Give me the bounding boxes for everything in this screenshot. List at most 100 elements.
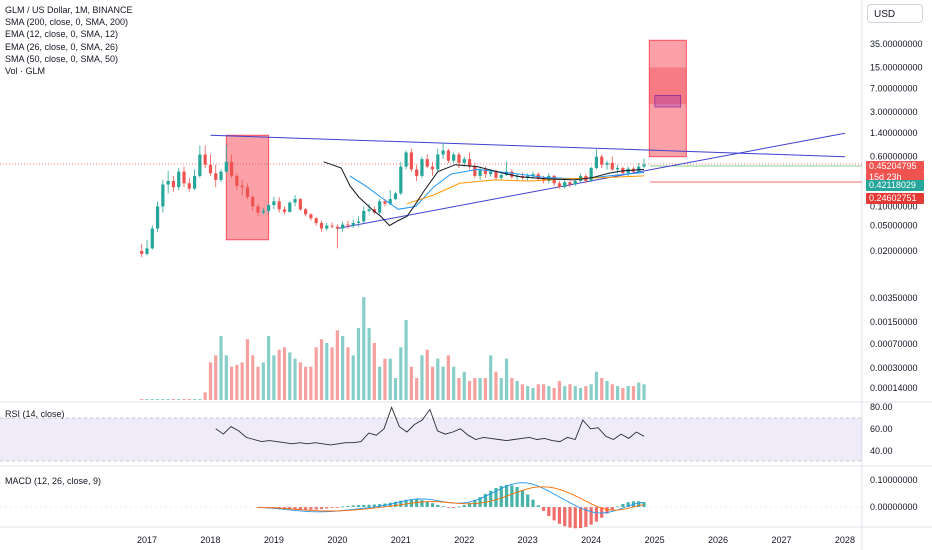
volume-bar — [452, 366, 456, 400]
candle-body — [399, 166, 403, 194]
time-tick-label: 2028 — [835, 535, 855, 545]
volume-bar — [224, 355, 228, 400]
signal-line — [257, 486, 645, 512]
volume-bar — [541, 384, 546, 400]
volume-bar — [520, 384, 525, 400]
candle-body — [446, 150, 450, 161]
candle-body — [441, 150, 445, 155]
macd-histogram-bar — [335, 507, 339, 508]
time-tick-label: 2022 — [454, 535, 474, 545]
volume-tick-label: 0.00150000 — [870, 317, 918, 327]
volume-bar — [230, 366, 234, 400]
volume-bar — [504, 358, 509, 400]
volume-bar — [409, 366, 413, 400]
macd-histogram-bar — [362, 504, 366, 507]
macd-histogram-bar — [446, 507, 450, 508]
candle-body — [267, 205, 271, 211]
volume-bar — [351, 355, 355, 400]
volume-bar — [621, 388, 625, 400]
indicator-sma200[interactable]: SMA (200, close, 0, SMA, 200) — [5, 17, 129, 28]
macd-histogram-bar — [568, 507, 572, 528]
price-tick-label: 1.40000000 — [870, 128, 918, 138]
macd-histogram-bar — [351, 505, 355, 507]
volume-bar — [631, 386, 636, 400]
indicator-volume[interactable]: Vol · GLM — [5, 66, 46, 77]
indicator-ema12[interactable]: EMA (12, close, 0, SMA, 12) — [5, 29, 119, 40]
candle-body — [494, 171, 498, 178]
candle-body — [187, 183, 191, 189]
macd-histogram-bar — [478, 497, 482, 507]
candle-body — [483, 169, 487, 175]
volume-bar — [155, 399, 160, 400]
volume-bar — [145, 399, 149, 400]
ema12-line — [323, 161, 645, 227]
volume-bar — [282, 347, 287, 400]
rsi-pane-title[interactable]: RSI (14, close) — [5, 409, 65, 419]
candle-body — [346, 224, 350, 226]
volume-bar — [536, 384, 540, 400]
candle-body — [526, 175, 530, 178]
candle-body — [489, 171, 493, 175]
volume-bar — [568, 384, 572, 400]
symbol-title: GLM / US Dollar, 1M, BINANCE — [5, 5, 133, 15]
candle-body — [610, 162, 614, 170]
volume-bar — [573, 386, 577, 400]
macd-histogram-bar — [404, 499, 408, 507]
volume-bar — [261, 362, 265, 400]
indicator-sma50[interactable]: SMA (50, close, 0, SMA, 50) — [5, 53, 119, 64]
volume-bar — [552, 388, 556, 400]
candle-body — [568, 182, 572, 185]
macd-histogram-bar — [510, 485, 514, 507]
macd-histogram-bar — [515, 487, 519, 507]
macd-histogram-bar — [293, 507, 297, 510]
candle-body — [245, 187, 250, 198]
macd-histogram-bar — [610, 507, 614, 510]
volume-tick-label: 0.00014000 — [870, 383, 918, 393]
macd-histogram-bar — [452, 507, 456, 508]
macd-histogram-bar — [637, 501, 641, 507]
candle-body — [409, 152, 413, 170]
volume-bar — [314, 347, 318, 400]
candle-body — [230, 161, 234, 176]
macd-histogram-bar — [483, 493, 487, 507]
time-tick-label: 2026 — [708, 535, 728, 545]
candle-body — [383, 201, 387, 204]
entry-zone — [654, 94, 682, 108]
macd-histogram-bar — [367, 504, 371, 507]
volume-tick-label: 0.00350000 — [870, 293, 918, 303]
volume-bar — [235, 364, 239, 400]
volume-bar — [594, 371, 599, 400]
volume-bar — [589, 384, 593, 400]
candle-body — [208, 164, 213, 174]
volume-bar — [272, 355, 276, 400]
volume-bar — [605, 380, 609, 400]
candle-body — [436, 154, 440, 170]
candle-body — [393, 193, 398, 200]
macd-histogram-bar — [298, 507, 302, 510]
volume-bar — [256, 366, 260, 400]
volume-bar — [388, 358, 392, 400]
price-tick-label: 15.00000000 — [870, 62, 923, 72]
candle-body — [452, 154, 456, 161]
candle-body — [214, 173, 218, 180]
macd-histogram-bar — [594, 507, 599, 522]
candle-body — [615, 167, 620, 170]
candle-body — [298, 199, 302, 210]
macd-pane-title[interactable]: MACD (12, 26, close, 9) — [5, 476, 102, 486]
volume-bar — [557, 380, 562, 400]
volume-bar — [499, 378, 503, 400]
candle-body — [150, 228, 154, 249]
currency-button[interactable]: USD — [867, 4, 923, 23]
candle-body — [457, 154, 461, 163]
volume-bar — [372, 343, 376, 400]
volume-tick-label: 0.00030000 — [870, 363, 918, 373]
indicator-ema26[interactable]: EMA (26, close, 0, SMA, 26) — [5, 41, 119, 52]
volume-bar — [356, 327, 361, 400]
candle-body — [430, 166, 435, 170]
candle-body — [304, 209, 308, 215]
candle-body — [573, 180, 577, 185]
macd-histogram-bar — [288, 507, 292, 510]
price-tick-label: 0.05000000 — [870, 221, 918, 231]
